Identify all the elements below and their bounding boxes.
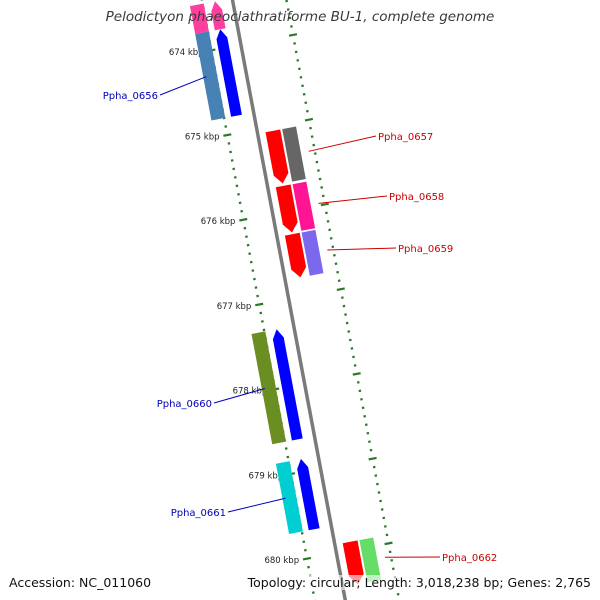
gene-labels: Ppha_0656 Ppha_0657 Ppha_0658 Ppha_0659 Ppha… (103, 76, 497, 564)
major-tick (255, 302, 264, 307)
major-tick (320, 202, 329, 207)
major-tick (368, 456, 377, 461)
backbone-layer (230, 0, 348, 600)
cog-feature[interactable] (251, 331, 287, 445)
gene-feature[interactable] (284, 229, 324, 278)
major-tick (304, 117, 314, 122)
gene-label[interactable]: Ppha_0661 (171, 508, 226, 519)
scale-tick-label: 676 kbp (201, 217, 236, 227)
label-leader-line (227, 497, 286, 513)
cog-feature[interactable] (292, 181, 316, 231)
strand-arrow[interactable] (342, 540, 364, 585)
major-tick (384, 541, 393, 546)
major-tick (223, 133, 232, 137)
label-leader-line (308, 135, 377, 152)
gene-feature[interactable] (195, 29, 242, 121)
cog-feature[interactable] (301, 229, 324, 276)
scale-tick-label: 680 kbp (264, 556, 299, 566)
map-title: Pelodictyon phaeoclathratiforme BU-1, co… (105, 9, 495, 25)
genome-backbone (230, 0, 348, 600)
label-leader-line (213, 388, 265, 404)
gene-label[interactable]: Ppha_0662 (442, 553, 497, 564)
cog-feature[interactable] (195, 31, 226, 121)
scale-tick-label: 678 kbp (233, 387, 268, 397)
major-tick (352, 372, 361, 376)
cog-feature[interactable] (359, 537, 382, 583)
topology-text: Topology: circular; Length: 3,018,238 bp… (247, 575, 591, 590)
gene-label[interactable]: Ppha_0658 (389, 192, 444, 203)
gene-label[interactable]: Ppha_0660 (157, 399, 212, 410)
strand-arrow[interactable] (297, 458, 320, 531)
gene-feature[interactable] (275, 458, 320, 534)
gene-feature[interactable] (265, 126, 306, 184)
gene-feature[interactable] (275, 181, 316, 233)
gene-feature[interactable] (251, 329, 303, 445)
strand-arrow[interactable] (284, 232, 307, 278)
strand-arrow[interactable] (211, 1, 226, 31)
major-tick (239, 217, 248, 222)
accession-text: Accession: NC_011060 (9, 575, 152, 590)
major-tick (336, 287, 345, 291)
gene-features (189, 1, 382, 585)
strand-arrow[interactable] (272, 329, 303, 441)
gene-label[interactable]: Ppha_0657 (378, 132, 433, 143)
gene-feature[interactable] (342, 537, 382, 585)
cog-feature[interactable] (189, 3, 209, 35)
label-leader-line (327, 247, 397, 251)
strand-arrow[interactable] (275, 184, 298, 233)
strand-arrow[interactable] (265, 129, 289, 184)
scale-tick-label: 679 kbp (249, 471, 284, 481)
label-leader-line (159, 76, 207, 96)
gene-feature[interactable] (189, 1, 226, 35)
major-tick (288, 33, 298, 37)
cog-feature[interactable] (282, 126, 306, 182)
scale-tick-label: 674 kbp (169, 48, 204, 58)
gene-label[interactable]: Ppha_0659 (398, 244, 453, 255)
scale-tick-label: 675 kbp (185, 132, 220, 142)
scale-tick-label: 677 kbp (217, 302, 252, 312)
cog-feature[interactable] (275, 461, 303, 534)
major-tick (302, 556, 312, 561)
gene-label[interactable]: Ppha_0656 (103, 91, 158, 102)
label-leader-line (318, 195, 388, 204)
strand-arrow[interactable] (216, 29, 242, 117)
